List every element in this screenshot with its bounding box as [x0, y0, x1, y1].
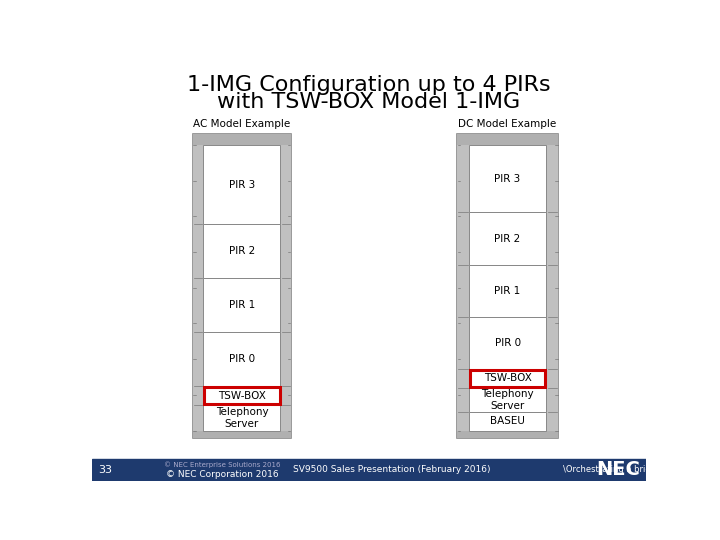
Bar	[469, 317, 546, 369]
Bar	[456, 134, 559, 145]
Text: Telephony
Server: Telephony Server	[215, 407, 269, 429]
Bar	[204, 333, 281, 387]
Text: PIR 3: PIR 3	[229, 180, 255, 190]
Bar	[204, 145, 281, 430]
Text: 1-IMG Configuration up to 4 PIRs: 1-IMG Configuration up to 4 PIRs	[187, 75, 551, 95]
Text: BASEU: BASEU	[490, 416, 525, 427]
Bar	[193, 134, 291, 438]
Text: 33: 33	[98, 465, 112, 475]
Text: AC Model Example: AC Model Example	[194, 119, 291, 130]
Bar	[469, 369, 546, 388]
Bar	[469, 265, 546, 317]
Text: NEC: NEC	[596, 460, 640, 480]
Text: TSW-BOX: TSW-BOX	[218, 391, 266, 401]
Bar	[456, 430, 559, 438]
Text: PIR 1: PIR 1	[229, 300, 255, 310]
Text: PIR 2: PIR 2	[495, 234, 521, 244]
Bar	[204, 387, 279, 404]
Bar	[92, 459, 647, 481]
Bar	[204, 405, 281, 430]
Bar	[470, 370, 545, 387]
Text: PIR 2: PIR 2	[229, 246, 255, 256]
Bar	[546, 145, 559, 430]
Text: © NEC Corporation 2016: © NEC Corporation 2016	[166, 470, 279, 479]
Text: PIR 0: PIR 0	[495, 338, 521, 348]
Bar	[469, 388, 546, 412]
Text: PIR 1: PIR 1	[495, 286, 521, 296]
Bar	[469, 145, 546, 430]
Bar	[204, 145, 281, 225]
Bar	[469, 145, 546, 212]
Bar	[193, 430, 291, 438]
Text: DC Model Example: DC Model Example	[459, 119, 557, 130]
Bar	[456, 145, 469, 430]
Bar	[204, 225, 281, 279]
Bar	[469, 212, 546, 265]
Text: © NEC Enterprise Solutions 2016: © NEC Enterprise Solutions 2016	[164, 462, 281, 468]
Bar	[456, 134, 559, 438]
Bar	[193, 134, 291, 145]
Bar	[281, 145, 291, 430]
Text: TSW-BOX: TSW-BOX	[484, 373, 531, 383]
Text: Telephony
Server: Telephony Server	[481, 389, 534, 410]
Bar	[193, 145, 204, 430]
Text: with TSW-BOX Model 1-IMG: with TSW-BOX Model 1-IMG	[217, 92, 521, 112]
Bar	[204, 387, 281, 405]
Text: SV9500 Sales Presentation (February 2016): SV9500 Sales Presentation (February 2016…	[293, 465, 491, 474]
Text: \Orchestrating a brighter world: \Orchestrating a brighter world	[563, 465, 694, 474]
Text: PIR 0: PIR 0	[229, 354, 255, 364]
Bar	[204, 279, 281, 333]
Bar	[469, 412, 546, 430]
Text: PIR 3: PIR 3	[495, 174, 521, 184]
